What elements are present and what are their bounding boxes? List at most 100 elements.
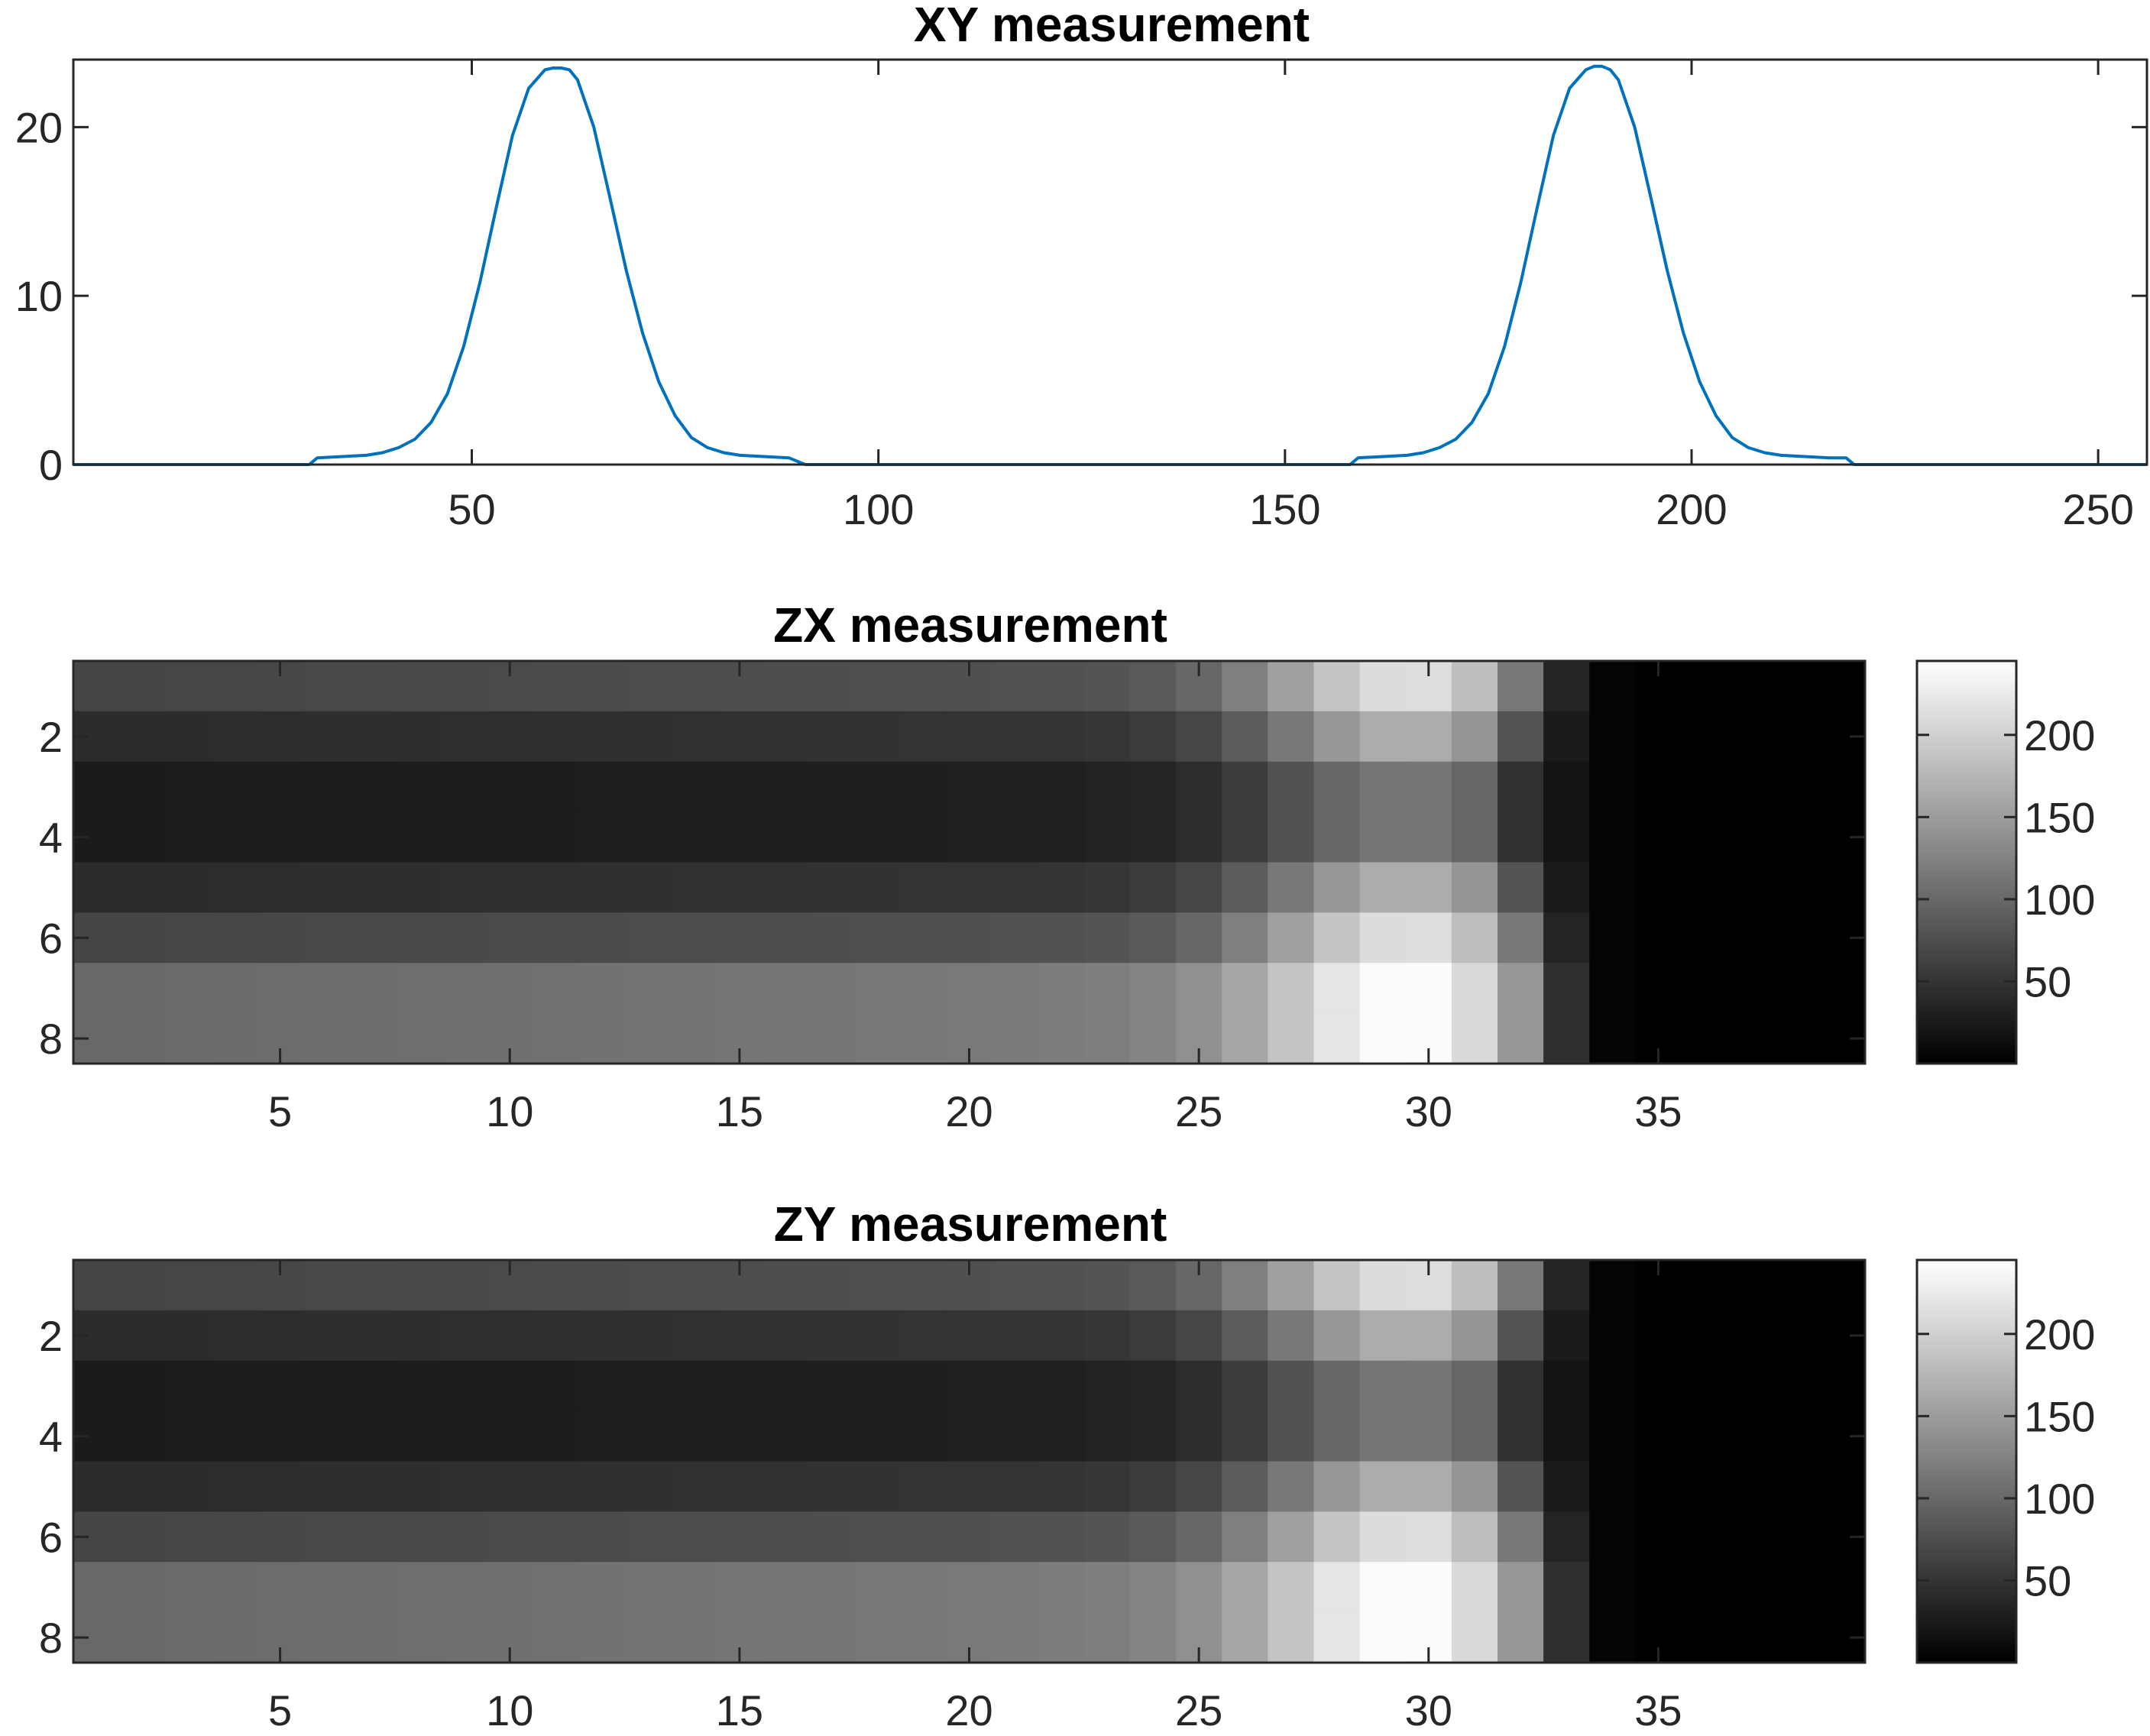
zy-heatmap-cell	[1359, 1260, 1407, 1311]
zy-heatmap-cell	[533, 1410, 580, 1462]
zy-heatmap-cell	[1038, 1360, 1085, 1412]
zy-heatmap-cell	[394, 1410, 442, 1462]
zx-heatmap-cell	[394, 912, 442, 964]
zy-heatmap-cell	[992, 1360, 1039, 1412]
zx-heatmap-cell	[1359, 661, 1407, 712]
zx-heatmap-cell	[73, 761, 120, 813]
xy-series-line	[73, 64, 2147, 466]
zy-heatmap-cell	[348, 1612, 396, 1663]
zy-heatmap-cell	[1589, 1562, 1636, 1613]
zx-heatmap-cell	[1497, 963, 1544, 1014]
zy-y-tick-label: 6	[39, 1513, 63, 1561]
zy-heatmap-cell	[762, 1260, 809, 1311]
zx-heatmap-cell	[762, 1013, 809, 1064]
zy-heatmap-cell	[533, 1360, 580, 1412]
zy-heatmap-cell	[1818, 1562, 1866, 1613]
zy-heatmap-cell	[1589, 1310, 1636, 1362]
zx-heatmap-cell	[394, 862, 442, 913]
zy-heatmap-cell	[1083, 1260, 1131, 1311]
zy-heatmap-cell	[394, 1511, 442, 1563]
zy-heatmap-cell	[1727, 1612, 1774, 1663]
zy-heatmap-cell	[992, 1310, 1039, 1362]
zx-heatmap-cell	[303, 711, 350, 763]
zx-heatmap-cell	[211, 963, 258, 1014]
zx-heatmap-cell	[946, 912, 993, 964]
zx-heatmap-cell	[257, 862, 304, 913]
zy-heatmap-cell	[854, 1562, 901, 1613]
zx-heatmap-cell	[533, 661, 580, 712]
zx-y-tick-label: 6	[39, 914, 63, 962]
zy-heatmap-cell	[1038, 1511, 1085, 1563]
zy-heatmap-cell	[578, 1260, 626, 1311]
zy-heatmap-cell	[1681, 1461, 1728, 1512]
zy-heatmap-cell	[1222, 1260, 1268, 1311]
zx-heatmap-cell	[1497, 862, 1544, 913]
zx-heatmap-cell	[1083, 661, 1131, 712]
zx-heatmap-cell	[119, 963, 166, 1014]
zx-heatmap-cell	[716, 811, 763, 863]
zy-heatmap-cell	[1359, 1612, 1407, 1663]
zx-heatmap-cell	[487, 862, 533, 913]
zy-title: ZY measurement	[774, 1197, 1167, 1252]
zy-heatmap-cell	[1497, 1310, 1544, 1362]
zx-heatmap-cell	[992, 811, 1039, 863]
zy-heatmap-cell	[624, 1511, 672, 1563]
zx-heatmap-cell	[533, 711, 580, 763]
zx-heatmap-cell	[1635, 761, 1682, 813]
zy-heatmap-cell	[1451, 1511, 1498, 1563]
zx-heatmap-cell	[1681, 811, 1728, 863]
zy-heatmap-cell	[1497, 1511, 1544, 1563]
zx-heatmap-cell	[1681, 761, 1728, 813]
zy-heatmap-cell	[716, 1562, 763, 1613]
zy-heatmap-cell	[1451, 1410, 1498, 1462]
zy-x-tick-label: 5	[268, 1686, 292, 1734]
zy-heatmap-cell	[394, 1260, 442, 1311]
zx-heatmap-cell	[1222, 912, 1268, 964]
zx-heatmap-cell	[533, 1013, 580, 1064]
zx-heatmap-cell	[1359, 711, 1407, 763]
zx-heatmap-cell	[487, 761, 533, 813]
zx-heatmap-cell	[578, 761, 626, 813]
zx-heatmap-cell	[1038, 963, 1085, 1014]
xy-x-tick-label: 200	[1656, 485, 1727, 533]
zx-heatmap-cell	[900, 1013, 947, 1064]
zx-heatmap-cell	[1727, 761, 1774, 813]
zx-heatmap-cell	[1405, 711, 1452, 763]
zy-heatmap-cell	[1405, 1310, 1452, 1362]
zx-heatmap-cell	[854, 1013, 901, 1064]
zy-x-tick-label: 15	[716, 1686, 763, 1734]
zy-heatmap-cell	[303, 1360, 350, 1412]
zx-heatmap-cell	[1176, 963, 1222, 1014]
zy-heatmap-cell	[808, 1360, 855, 1412]
zx-heatmap-cell	[1543, 963, 1590, 1014]
zx-heatmap-cell	[900, 811, 947, 863]
zy-heatmap-cell	[900, 1461, 947, 1512]
zx-heatmap-cell	[211, 711, 258, 763]
zx-heatmap-cell	[1129, 661, 1177, 712]
zy-heatmap-cell	[1129, 1511, 1177, 1563]
zy-heatmap-cell	[854, 1461, 901, 1512]
zx-heatmap-cell	[348, 661, 396, 712]
zx-heatmap-cell	[1635, 862, 1682, 913]
zx-heatmap-cell	[165, 963, 212, 1014]
zy-heatmap-cell	[808, 1612, 855, 1663]
zx-heatmap-cell	[1773, 1013, 1820, 1064]
zx-heatmap-cell	[1313, 711, 1361, 763]
zx-heatmap-cell	[578, 1013, 626, 1064]
zy-heatmap-cell	[1635, 1360, 1682, 1412]
zy-heatmap-cell	[1405, 1562, 1452, 1613]
zx-heatmap-cell	[303, 862, 350, 913]
zy-heatmap-cell	[73, 1562, 120, 1613]
zx-heatmap-cell	[348, 1013, 396, 1064]
zx-heatmap-cell	[211, 661, 258, 712]
zx-heatmap-cell	[992, 912, 1039, 964]
zx-heatmap-cell	[946, 963, 993, 1014]
zx-heatmap-cell	[1589, 912, 1636, 964]
zx-heatmap-cell	[1083, 862, 1131, 913]
zy-heatmap-cell	[900, 1310, 947, 1362]
xy-axes-box	[72, 58, 2148, 466]
zx-heatmap-cell	[1451, 761, 1498, 813]
zy-heatmap-cell	[624, 1562, 672, 1613]
zx-heatmap-cell	[441, 711, 487, 763]
zy-heatmap-cell	[1727, 1310, 1774, 1362]
